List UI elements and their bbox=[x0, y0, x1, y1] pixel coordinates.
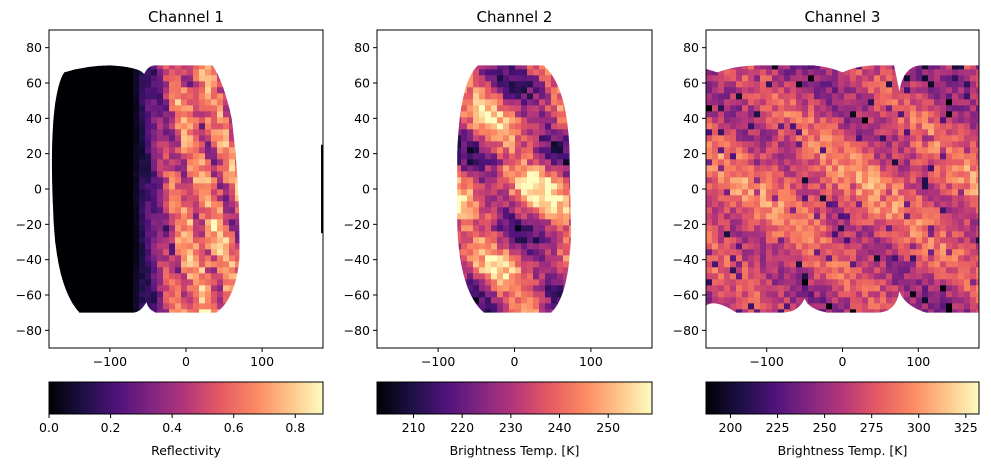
colorbar-tick-label: 0.4 bbox=[162, 420, 182, 435]
y-tick-label: 40 bbox=[683, 111, 699, 126]
panel-1: Channel 1 −100 0 100 −80 −60 −40 −20 0 20 40 60 80 0.… bbox=[16, 8, 324, 458]
panel-2: Channel 2 −100 0 100 −80 −60 −40 −20 0 20 40 60 80 21… bbox=[344, 8, 653, 458]
colorbar-tick-label: 210 bbox=[402, 420, 426, 435]
y-tick-label: 0 bbox=[34, 182, 42, 197]
y-tick-label: −60 bbox=[673, 288, 699, 303]
plot-title: Channel 1 bbox=[148, 8, 224, 26]
plot-title: Channel 2 bbox=[477, 8, 553, 26]
x-tick-label: −100 bbox=[421, 354, 455, 369]
heatmap-field bbox=[51, 65, 240, 313]
heatmap-field bbox=[706, 65, 979, 313]
x-tick-label: 0 bbox=[839, 354, 847, 369]
y-tick-label: 40 bbox=[26, 111, 42, 126]
colorbar-tick-label: 225 bbox=[766, 420, 790, 435]
colorbar-tick-label: 0.8 bbox=[285, 420, 305, 435]
y-tick-label: 60 bbox=[683, 76, 699, 91]
x-tick-label: 100 bbox=[579, 354, 603, 369]
colorbar-label: Brightness Temp. [K] bbox=[450, 443, 580, 458]
y-tick-label: 60 bbox=[26, 76, 42, 91]
x-tick-label: 100 bbox=[250, 354, 274, 369]
y-tick-label: 60 bbox=[354, 76, 370, 91]
y-tick-label: 40 bbox=[354, 111, 370, 126]
y-tick-label: −40 bbox=[344, 252, 370, 267]
panel-3: Channel 3 −100 0 100 −80 −60 −40 −20 0 20 40 60 80 20… bbox=[673, 8, 980, 458]
colorbar-tick-label: 0.0 bbox=[39, 420, 59, 435]
colorbar-label: Brightness Temp. [K] bbox=[778, 443, 908, 458]
colorbar-tick-label: 275 bbox=[860, 420, 884, 435]
y-tick-label: −80 bbox=[673, 323, 699, 338]
y-tick-label: 80 bbox=[683, 40, 699, 55]
y-tick-label: −20 bbox=[16, 217, 42, 232]
colorbar-tick-label: 0.6 bbox=[224, 420, 244, 435]
heatmap-field bbox=[457, 65, 572, 313]
colorbar-tick-label: 240 bbox=[548, 420, 572, 435]
y-tick-label: −20 bbox=[673, 217, 699, 232]
y-tick-label: −20 bbox=[344, 217, 370, 232]
y-tick-label: −40 bbox=[673, 252, 699, 267]
colorbar-tick-label: 200 bbox=[719, 420, 743, 435]
y-tick-label: 0 bbox=[691, 182, 699, 197]
colorbar-tick-label: 250 bbox=[813, 420, 837, 435]
colorbar-tick-label: 220 bbox=[450, 420, 474, 435]
colorbar-label: Reflectivity bbox=[151, 443, 221, 458]
x-tick-label: −100 bbox=[749, 354, 783, 369]
colorbar bbox=[376, 381, 653, 415]
plot-title: Channel 3 bbox=[805, 8, 881, 26]
colorbar-tick-label: 0.2 bbox=[101, 420, 121, 435]
x-tick-label: 0 bbox=[182, 354, 190, 369]
colorbar-tick-label: 300 bbox=[907, 420, 931, 435]
colorbar-tick-label: 250 bbox=[596, 420, 620, 435]
x-tick-label: −100 bbox=[93, 354, 127, 369]
y-tick-label: 0 bbox=[362, 182, 370, 197]
x-tick-label: 100 bbox=[906, 354, 930, 369]
colorbar bbox=[48, 381, 324, 415]
y-tick-label: −80 bbox=[16, 323, 42, 338]
y-tick-label: 20 bbox=[354, 146, 370, 161]
y-tick-label: −60 bbox=[344, 288, 370, 303]
x-tick-label: 0 bbox=[511, 354, 519, 369]
y-tick-label: −60 bbox=[16, 288, 42, 303]
colorbar-tick-label: 325 bbox=[954, 420, 978, 435]
y-tick-label: 20 bbox=[26, 146, 42, 161]
y-tick-label: 80 bbox=[26, 40, 42, 55]
y-tick-label: −80 bbox=[344, 323, 370, 338]
colorbar-tick-label: 230 bbox=[499, 420, 523, 435]
y-tick-label: 80 bbox=[354, 40, 370, 55]
edge-sliver bbox=[321, 144, 323, 234]
y-tick-label: 20 bbox=[683, 146, 699, 161]
colorbar bbox=[705, 381, 980, 415]
y-tick-label: −40 bbox=[16, 252, 42, 267]
